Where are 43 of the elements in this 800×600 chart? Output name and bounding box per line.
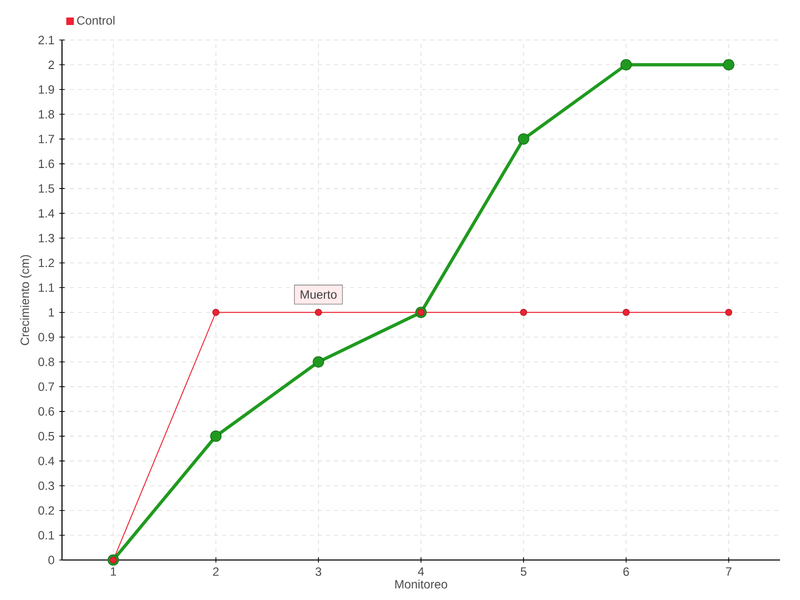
y-tick-label: 0.6 bbox=[38, 407, 54, 416]
point bbox=[723, 59, 734, 70]
y-tick-label: 2 bbox=[48, 60, 54, 69]
point bbox=[622, 308, 630, 316]
y-tick-label: 0.5 bbox=[38, 432, 54, 440]
point bbox=[212, 308, 220, 316]
y-tick-label: 1.6 bbox=[38, 160, 54, 168]
x-tick-label: 1 bbox=[110, 567, 116, 576]
x-tick-label: 3 bbox=[316, 567, 322, 576]
y-tick-label: 1.9 bbox=[38, 85, 54, 94]
y-tick-label: 2.1 bbox=[38, 36, 54, 44]
y-tick-label: 0.4 bbox=[38, 456, 54, 466]
x-axis-title: Monitoreo bbox=[395, 580, 448, 589]
x-tick-label: 6 bbox=[623, 567, 629, 576]
point bbox=[725, 308, 732, 316]
y-tick-label: 0.2 bbox=[38, 506, 54, 515]
y-tick-label: 1.2 bbox=[38, 258, 54, 268]
y-tick-label: 0.9 bbox=[38, 332, 54, 342]
point bbox=[620, 59, 632, 70]
y-tick-label: 1.7 bbox=[38, 134, 54, 144]
point bbox=[210, 430, 222, 442]
y-axis-title: Crecimiento (cm) bbox=[20, 255, 32, 346]
y-tick-label: 1.5 bbox=[38, 184, 54, 193]
y-tick-label: 1.3 bbox=[38, 234, 54, 242]
y-tick-label: 0.1 bbox=[38, 530, 54, 540]
annotation: Muerto bbox=[300, 290, 337, 299]
y-tick-label: 0.3 bbox=[38, 481, 54, 490]
y-tick-label: 0.7 bbox=[38, 382, 54, 391]
y-tick-label: 1.1 bbox=[38, 283, 54, 292]
y-tick-label: 1 bbox=[48, 308, 54, 317]
y-tick-label: 0 bbox=[48, 556, 54, 564]
x-tick-label: 2 bbox=[213, 567, 219, 576]
y-tick-label: 1.4 bbox=[38, 209, 54, 218]
x-tick-label: 4 bbox=[418, 567, 424, 576]
point bbox=[312, 356, 324, 368]
y-tick-label: 0.8 bbox=[38, 358, 54, 366]
point bbox=[520, 308, 528, 316]
x-tick-label: 7 bbox=[726, 567, 732, 576]
point bbox=[518, 133, 530, 145]
x-tick-label: 5 bbox=[520, 567, 526, 576]
y-tick-label: 1.8 bbox=[38, 110, 54, 119]
point bbox=[314, 308, 322, 316]
legend-label: Control bbox=[77, 16, 114, 25]
